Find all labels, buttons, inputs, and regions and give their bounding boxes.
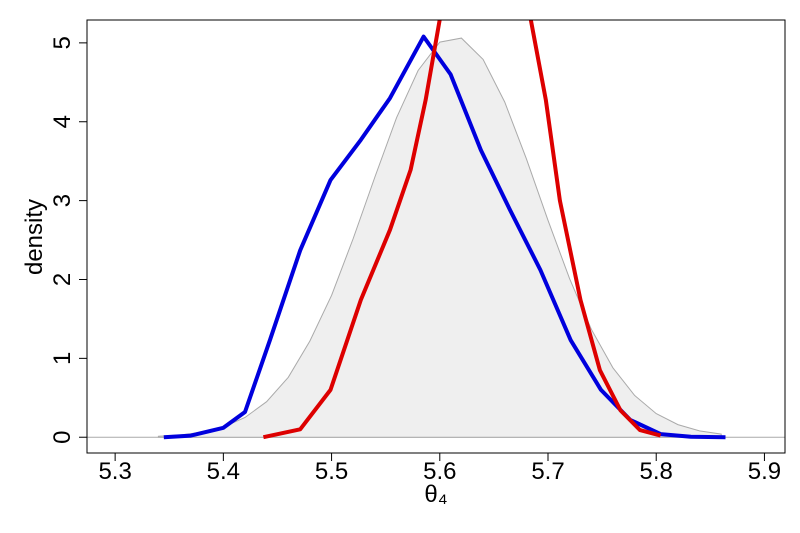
x-tick-label: 5.3 — [98, 458, 131, 485]
y-tick-label: 3 — [49, 194, 76, 207]
plot-frame — [86, 19, 786, 454]
y-tick-label: 1 — [49, 352, 76, 365]
y-tick-label: 4 — [49, 115, 76, 128]
y-axis-label: density — [21, 199, 48, 275]
x-tick-label: 5.5 — [315, 458, 348, 485]
x-tick-label: 5.6 — [423, 458, 456, 485]
x-axis-label: θ₄ — [424, 481, 447, 508]
y-tick-label: 2 — [49, 273, 76, 286]
plot-area — [87, 20, 785, 440]
x-tick-label: 5.7 — [531, 458, 564, 485]
y-tick-label: 5 — [49, 36, 76, 49]
density-area — [157, 37, 722, 438]
density-line — [262, 20, 662, 440]
x-tick-label: 5.8 — [640, 458, 673, 485]
x-tick-label: 5.9 — [748, 458, 781, 485]
x-tick-label: 5.4 — [207, 458, 240, 485]
y-tick-label: 0 — [49, 431, 76, 444]
